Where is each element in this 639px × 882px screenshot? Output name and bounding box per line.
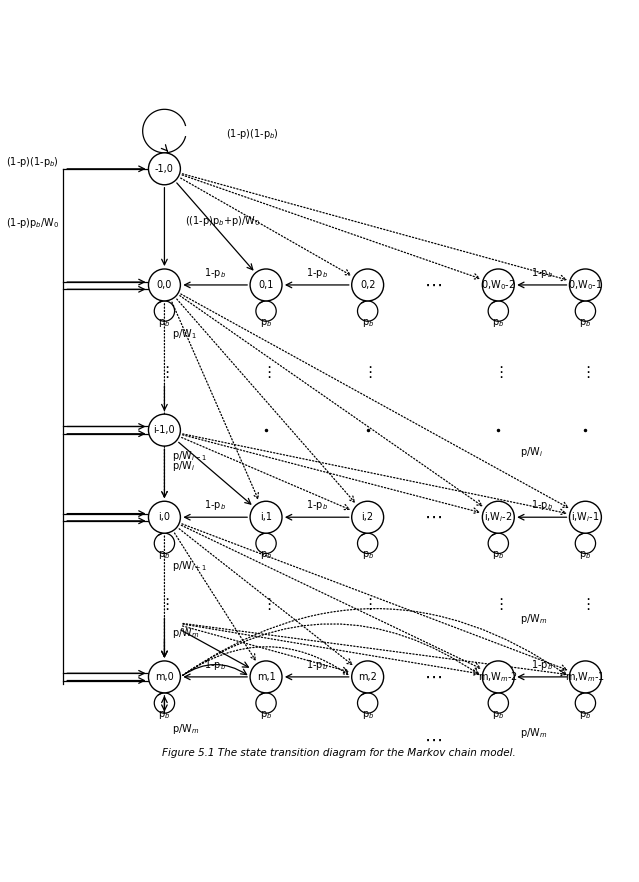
Text: 0,0: 0,0: [157, 280, 172, 290]
Text: p$_b$: p$_b$: [362, 549, 374, 561]
Circle shape: [351, 269, 383, 301]
Text: m,2: m,2: [358, 672, 377, 682]
Text: 0,W$_0$-1: 0,W$_0$-1: [568, 278, 603, 292]
Text: p/W$_i$: p/W$_i$: [172, 460, 195, 474]
Circle shape: [482, 501, 514, 534]
Text: (1-p)(1-p$_b$): (1-p)(1-p$_b$): [226, 127, 279, 141]
Text: $\cdots$: $\cdots$: [424, 508, 442, 527]
Text: $\vdots$: $\vdots$: [580, 596, 590, 612]
Text: 1-p$_b$: 1-p$_b$: [531, 658, 553, 671]
Text: $\vdots$: $\vdots$: [362, 596, 373, 612]
Circle shape: [250, 269, 282, 301]
Circle shape: [569, 501, 601, 534]
Text: 1-p$_b$: 1-p$_b$: [531, 497, 553, 512]
Text: i,W$_i$-2: i,W$_i$-2: [484, 511, 512, 524]
Text: p/W$_m$: p/W$_m$: [172, 626, 199, 640]
Text: i,0: i,0: [158, 512, 171, 522]
Text: p/W$_i$: p/W$_i$: [520, 445, 543, 459]
Text: p$_b$: p$_b$: [492, 549, 504, 561]
Text: m,W$_m$-2: m,W$_m$-2: [479, 670, 518, 684]
Circle shape: [250, 661, 282, 693]
Text: 0,1: 0,1: [258, 280, 273, 290]
Text: $\vdots$: $\vdots$: [580, 364, 590, 380]
Circle shape: [148, 501, 180, 534]
Text: p$_b$: p$_b$: [260, 708, 272, 721]
Text: $\vdots$: $\vdots$: [493, 364, 504, 380]
Text: ((1-p)p$_b$+p)/W$_0$: ((1-p)p$_b$+p)/W$_0$: [185, 214, 260, 228]
Text: $\vdots$: $\vdots$: [362, 364, 373, 380]
Circle shape: [569, 661, 601, 693]
Text: p/W$_m$: p/W$_m$: [520, 612, 548, 626]
Text: i-1,0: i-1,0: [153, 425, 175, 435]
Circle shape: [482, 269, 514, 301]
Text: p$_b$: p$_b$: [362, 317, 374, 329]
Text: p$_b$: p$_b$: [260, 317, 272, 329]
Circle shape: [148, 153, 180, 185]
Text: p/W$_{i-1}$: p/W$_{i-1}$: [172, 449, 207, 462]
Circle shape: [148, 269, 180, 301]
Text: p$_b$: p$_b$: [158, 549, 171, 561]
Text: i,W$_i$-1: i,W$_i$-1: [571, 511, 599, 524]
Text: $\vdots$: $\vdots$: [261, 596, 271, 612]
Text: p$_b$: p$_b$: [158, 317, 171, 329]
Text: p$_b$: p$_b$: [492, 317, 504, 329]
Circle shape: [148, 415, 180, 446]
Circle shape: [482, 661, 514, 693]
Text: Figure 5.1 The state transition diagram for the Markov chain model.: Figure 5.1 The state transition diagram …: [162, 748, 516, 759]
Text: $\cdots$: $\cdots$: [424, 668, 442, 686]
Text: p$_b$: p$_b$: [492, 708, 504, 721]
Text: p$_b$: p$_b$: [158, 708, 171, 721]
Text: $\cdots$: $\cdots$: [424, 276, 442, 294]
Text: p$_b$: p$_b$: [580, 708, 592, 721]
Text: 1-p$_b$: 1-p$_b$: [204, 265, 226, 280]
Text: (1-p)p$_b$/W$_0$: (1-p)p$_b$/W$_0$: [6, 216, 59, 230]
Circle shape: [148, 661, 180, 693]
Text: 1-p$_b$: 1-p$_b$: [204, 497, 226, 512]
Text: p$_b$: p$_b$: [260, 549, 272, 561]
Text: 1-p$_b$: 1-p$_b$: [531, 265, 553, 280]
Text: 1-p$_b$: 1-p$_b$: [306, 658, 328, 671]
Circle shape: [569, 269, 601, 301]
Text: p$_b$: p$_b$: [362, 708, 374, 721]
Text: p/W$_{i+1}$: p/W$_{i+1}$: [172, 559, 207, 572]
Text: m,W$_m$-1: m,W$_m$-1: [566, 670, 605, 684]
Text: $\vdots$: $\vdots$: [493, 596, 504, 612]
Text: 0,W$_0$-2: 0,W$_0$-2: [481, 278, 516, 292]
Text: $\vdots$: $\vdots$: [159, 364, 169, 380]
Circle shape: [250, 501, 282, 534]
Text: 1-p$_b$: 1-p$_b$: [306, 265, 328, 280]
Text: p/W$_m$: p/W$_m$: [520, 726, 548, 740]
Text: m,0: m,0: [155, 672, 174, 682]
Text: $\vdots$: $\vdots$: [159, 596, 169, 612]
Text: 0,2: 0,2: [360, 280, 376, 290]
Text: p/W$_m$: p/W$_m$: [172, 722, 199, 736]
Text: p$_b$: p$_b$: [580, 549, 592, 561]
Text: -1,0: -1,0: [155, 164, 174, 174]
Text: $\cdots$: $\cdots$: [424, 731, 442, 749]
Circle shape: [351, 501, 383, 534]
Circle shape: [351, 661, 383, 693]
Text: m,1: m,1: [257, 672, 275, 682]
Text: i,1: i,1: [260, 512, 272, 522]
Text: 1-p$_b$: 1-p$_b$: [204, 658, 226, 671]
Text: p$_b$: p$_b$: [580, 317, 592, 329]
Text: i,2: i,2: [362, 512, 374, 522]
Text: 1-p$_b$: 1-p$_b$: [306, 497, 328, 512]
Text: p/W$_1$: p/W$_1$: [172, 326, 197, 340]
Text: $\vdots$: $\vdots$: [261, 364, 271, 380]
Text: (1-p)(1-p$_b$): (1-p)(1-p$_b$): [6, 154, 59, 168]
